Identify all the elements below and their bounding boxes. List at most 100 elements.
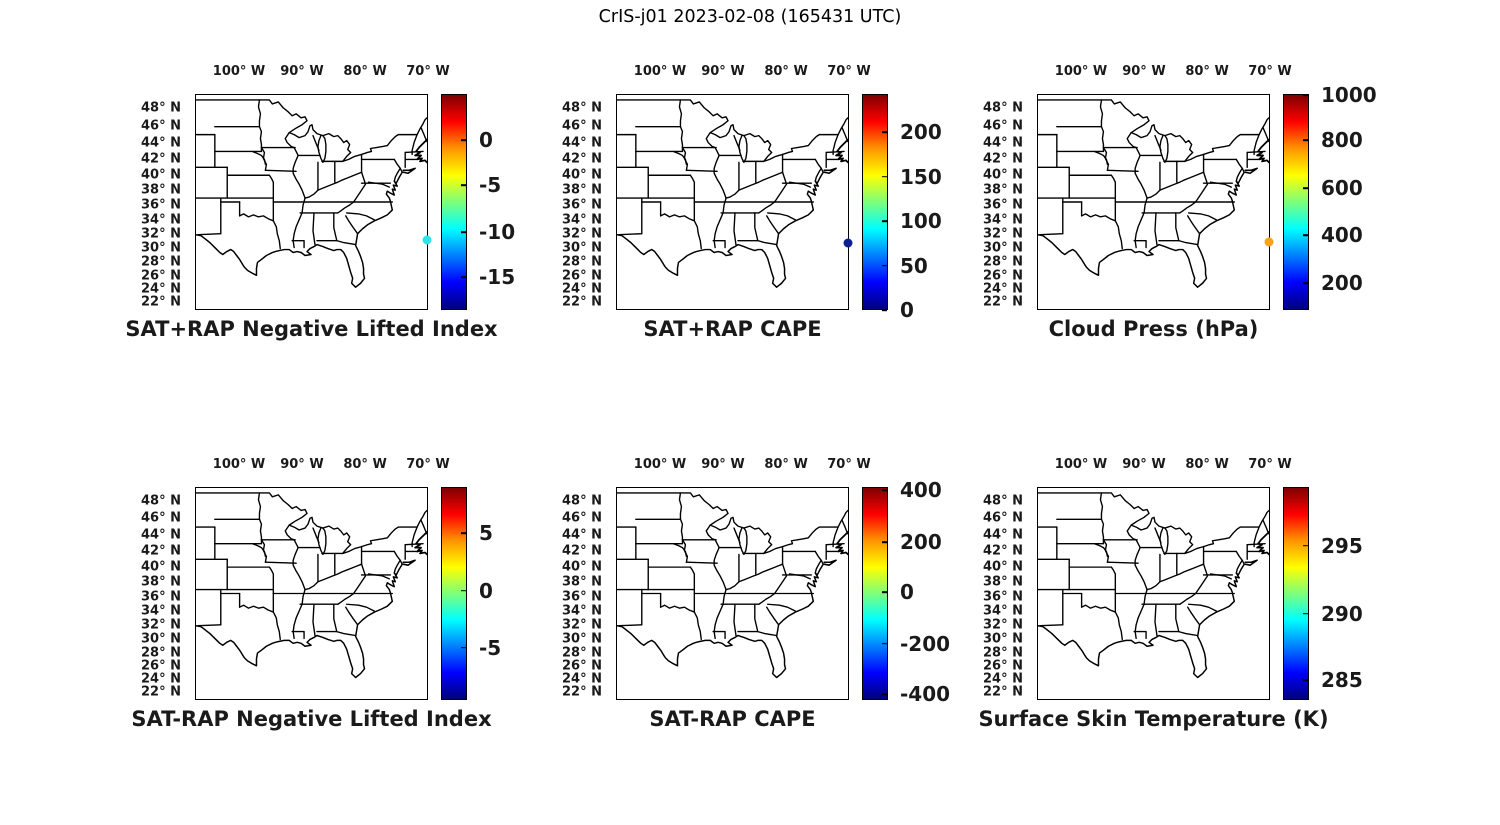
tick-mark: [1303, 612, 1308, 615]
lat-tick-label: 30° N: [983, 631, 1023, 647]
lat-tick-label: 44° N: [562, 527, 602, 543]
lat-tick-label: 24° N: [983, 281, 1023, 297]
lat-tick-label: 34° N: [562, 603, 602, 619]
lat-tick-label: 22° N: [141, 684, 181, 700]
tick-mark: [1303, 94, 1308, 96]
panel-title: SAT+RAP Negative Lifted Index: [125, 317, 498, 341]
lat-axis: 48° N 46° N 44° N 42° N 40° N 38° N 36° N 34° N…: [139, 94, 187, 310]
lon-tick-label: 90° W: [701, 457, 745, 472]
colorbar-ticks: 400 200 0 -200 -400: [862, 478, 950, 706]
lat-tick-label: 48° N: [562, 100, 602, 116]
colorbar: 295 290 285: [1283, 487, 1363, 700]
lon-axis: 100° W 90° W 80° W 70° W: [1037, 64, 1292, 82]
lon-tick-label: 90° W: [280, 64, 324, 79]
tick-mark: [461, 231, 466, 233]
figure-title: CrIS-j01 2023-02-08 (165431 UTC): [598, 7, 902, 27]
colorbar-gradient-jet: [1283, 487, 1309, 700]
lat-axis: 48° N 46° N 44° N 42° N 40° N 38° N 36° N 34° N…: [139, 487, 187, 700]
lat-tick-label: 32° N: [562, 617, 602, 633]
panel-sat-minus-rap-nli: 100° W 90° W 80° W 70° W 48° N 46° N 44° N 42°…: [131, 457, 501, 731]
lon-tick-label: 80° W: [343, 457, 387, 472]
lat-tick-label: 28° N: [141, 254, 181, 270]
panel-title: SAT-RAP Negative Lifted Index: [131, 707, 492, 731]
tick-mark: [882, 309, 887, 311]
us-state-outlines: [617, 491, 848, 679]
lon-tick-label: 70° W: [406, 457, 450, 472]
colorbar-tick-label: 0: [479, 578, 493, 603]
lat-tick-label: 30° N: [562, 240, 602, 256]
lon-tick-label: 70° W: [1248, 64, 1292, 79]
lat-tick-label: 48° N: [141, 100, 181, 116]
colorbar-ticks: 0 -5 -10 -15: [441, 94, 515, 310]
lat-tick-label: 30° N: [141, 240, 181, 256]
lat-tick-label: 46° N: [983, 510, 1023, 526]
lat-tick-label: 36° N: [983, 589, 1023, 605]
lat-tick-label: 38° N: [983, 182, 1023, 198]
lat-tick-label: 44° N: [562, 135, 602, 151]
lat-tick-label: 36° N: [141, 589, 181, 605]
lat-tick-label: 32° N: [983, 226, 1023, 242]
lat-tick-label: 40° N: [983, 559, 1023, 575]
lon-tick-label: 90° W: [280, 457, 324, 472]
colorbar: 1000 800 600 400 200: [1283, 83, 1377, 310]
colorbar: 5 0 -5: [441, 487, 501, 700]
colorbar-tick-label: 200: [1321, 271, 1363, 295]
lon-axis: 100° W 90° W 80° W 70° W: [1037, 457, 1292, 475]
colorbar-tick-label: 800: [1321, 128, 1363, 153]
us-state-outlines: [1038, 491, 1269, 679]
lat-tick-label: 36° N: [562, 197, 602, 213]
colorbar-ticks: 200 150 100 50 0: [862, 94, 942, 322]
tick-mark: [461, 589, 466, 592]
colorbar-tick-label: 400: [1321, 223, 1363, 248]
lat-tick-label: 22° N: [983, 684, 1023, 700]
lat-tick-label: 38° N: [983, 574, 1023, 590]
lon-tick-label: 100° W: [212, 457, 266, 472]
lat-tick-label: 42° N: [141, 151, 181, 167]
tick-mark: [461, 532, 466, 535]
tick-mark: [1303, 187, 1308, 189]
panel-title: SAT-RAP CAPE: [649, 707, 816, 731]
colorbar-tick-label: 290: [1321, 601, 1363, 626]
lon-tick-label: 80° W: [343, 64, 387, 79]
lon-tick-label: 90° W: [1122, 64, 1166, 79]
lon-tick-label: 70° W: [406, 64, 450, 79]
lon-axis: 100° W 90° W 80° W 70° W: [616, 64, 871, 82]
colorbar-tick-label: -10: [479, 220, 516, 245]
lat-tick-label: 42° N: [983, 151, 1023, 167]
lat-tick-label: 26° N: [141, 658, 181, 674]
lat-tick-label: 34° N: [141, 212, 181, 228]
lat-tick-label: 48° N: [141, 493, 181, 509]
lat-tick-label: 48° N: [562, 493, 602, 509]
panel-title: SAT+RAP CAPE: [643, 317, 822, 341]
lat-tick-label: 48° N: [983, 493, 1023, 509]
us-basemap: [1037, 94, 1274, 310]
panel-title: Cloud Press (hPa): [1048, 317, 1259, 341]
lat-tick-label: 38° N: [562, 574, 602, 590]
obs-marker: [843, 238, 853, 248]
lon-tick-label: 70° W: [827, 64, 871, 79]
colorbar-tick-label: -5: [479, 172, 502, 197]
lat-axis: 48° N 46° N 44° N 42° N 40° N 38° N 36° N 34° N…: [560, 487, 608, 700]
colorbar-tick-label: 5: [479, 521, 493, 546]
lat-tick-label: 36° N: [562, 589, 602, 605]
us-basemap: [616, 487, 849, 700]
tick-mark: [461, 139, 466, 141]
lat-tick-label: 38° N: [562, 182, 602, 198]
lat-tick-label: 44° N: [983, 135, 1023, 151]
colorbar-tick-label: 600: [1321, 175, 1363, 200]
lon-tick-label: 90° W: [1122, 457, 1166, 472]
lat-tick-label: 24° N: [562, 671, 602, 687]
tick-mark: [1303, 544, 1308, 547]
colorbar-tick-label: -400: [900, 682, 951, 707]
lon-axis: 100° W 90° W 80° W 70° W: [195, 457, 450, 475]
tick-mark: [461, 647, 466, 649]
lat-tick-label: 44° N: [141, 527, 181, 543]
colorbar-ticks: 5 0 -5: [441, 487, 501, 700]
lat-tick-label: 48° N: [983, 100, 1023, 116]
lat-tick-label: 24° N: [141, 671, 181, 687]
us-state-outlines: [1038, 99, 1269, 289]
lat-tick-label: 30° N: [141, 631, 181, 647]
lat-tick-label: 30° N: [983, 240, 1023, 256]
lat-tick-label: 46° N: [983, 118, 1023, 134]
